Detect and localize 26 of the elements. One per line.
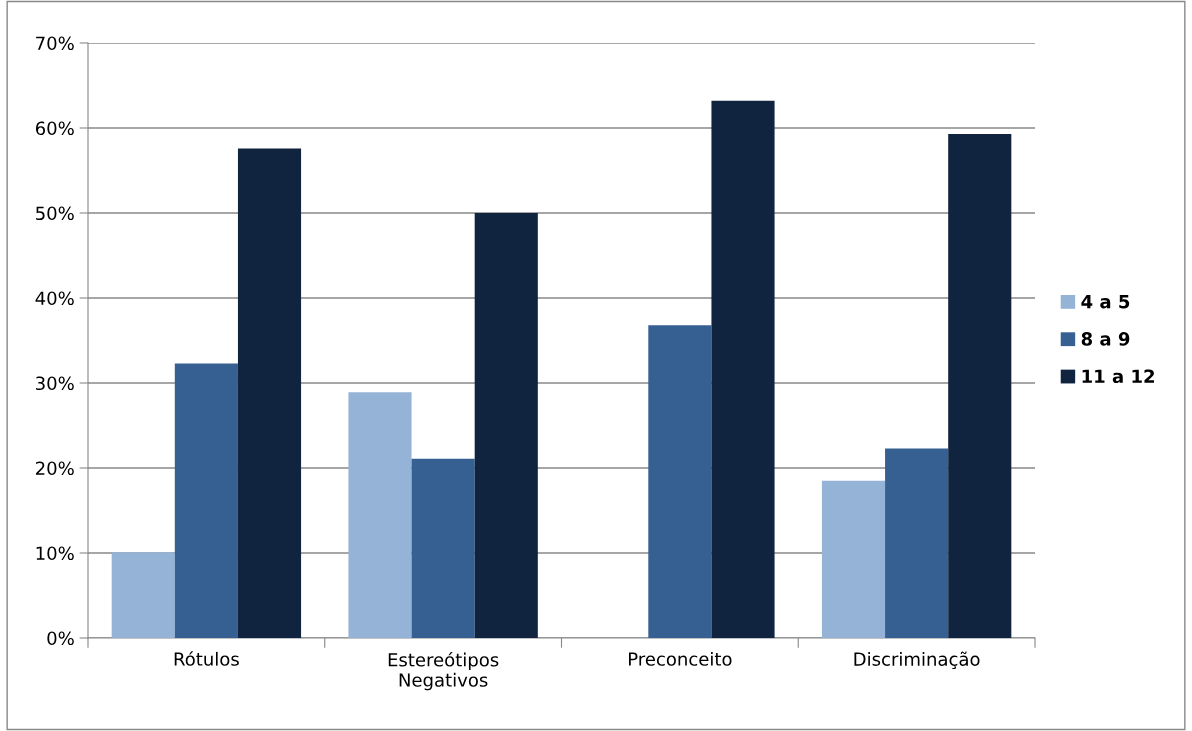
- y-tick-label: 70%: [36, 36, 74, 51]
- legend-label: 8 a 9: [1081, 332, 1130, 346]
- legend-label: 11 a 12: [1082, 369, 1155, 384]
- bar: [474, 213, 538, 638]
- bar: [648, 325, 712, 638]
- x-tick-label: Estereótipos Negativos: [388, 651, 499, 691]
- y-tick-label: 40%: [35, 291, 74, 306]
- y-tick-label: 0%: [47, 631, 74, 646]
- bar: [411, 458, 475, 638]
- bar: [111, 552, 175, 638]
- bar: [711, 100, 775, 638]
- legend-label: 4 a 5: [1081, 294, 1130, 309]
- y-tick-label: 30%: [36, 376, 74, 391]
- bar: [237, 148, 302, 638]
- y-tick-label: 10%: [36, 546, 74, 561]
- bar: [348, 392, 412, 638]
- bar: [885, 448, 949, 638]
- y-tick-label: 20%: [36, 461, 74, 476]
- bar: [821, 480, 886, 638]
- bar: [948, 133, 1012, 638]
- y-tick-label: 50%: [36, 206, 74, 221]
- x-tick-label: Rótulos: [174, 651, 239, 666]
- x-tick-label: Preconceito: [629, 651, 732, 666]
- x-tick-label: Discriminação: [854, 651, 980, 670]
- y-tick-label: 60%: [35, 121, 74, 136]
- bar: [174, 363, 238, 638]
